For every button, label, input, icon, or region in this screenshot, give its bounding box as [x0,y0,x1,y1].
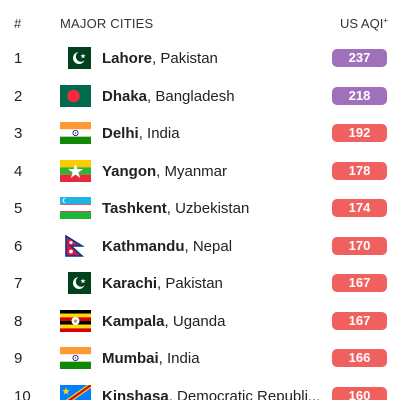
country-name: , India [138,125,180,142]
city-name: Yangon [102,162,157,180]
rank-number: 7 [14,275,23,292]
city-name: Mumbai [102,350,159,367]
city-row[interactable]: 3 Delhi, India 192 [0,115,400,153]
aqi-badge: 178 [332,161,387,180]
bangladesh-flag-icon [60,84,91,107]
country-name: , India [158,350,200,367]
rank-number: 4 [14,162,23,180]
nepal-flag-icon [60,234,91,257]
city-name: Dhaka [102,87,148,105]
city-label: Lahore, Pakistan [102,50,218,67]
city-label: Kathmandu, Nepal [102,238,232,255]
rank-number: 10 [14,387,31,400]
country-name: , Uganda [164,312,226,330]
country-name: , Pakistan [157,275,223,292]
rank-number: 6 [14,237,23,255]
rank-number: 1 [14,50,23,67]
uzbekistan-flag-icon [60,197,91,219]
city-label: Kinshasa, Democratic Republi... [102,388,320,400]
aqi-column-header-superscript: + [383,16,388,25]
aqi-badge: 166 [332,349,387,367]
india-flag-icon [60,347,91,369]
cities-column-header: MAJOR CITIES [60,16,154,31]
rank-number: 8 [14,312,23,330]
city-row[interactable]: 2 Dhaka, Bangladesh 218 [0,78,400,116]
city-row[interactable]: 10 Kinshasa, Democratic Republi... 160 [0,378,400,400]
aqi-column-header[interactable]: US AQI+ [340,16,388,31]
city-row[interactable]: 5 Tashkent, Uzbekistan 174 [0,190,400,228]
city-label: Mumbai, India [102,350,200,367]
city-label: Yangon, Myanmar [102,163,227,180]
city-row[interactable]: 1 Lahore, Pakistan 237 [0,40,400,78]
aqi-badge: 237 [332,49,387,67]
aqi-badge: 170 [332,236,387,255]
table-header: # MAJOR CITIES US AQI+ [0,0,400,40]
country-name: , Nepal [184,237,233,255]
city-row[interactable]: 7 Karachi, Pakistan 167 [0,265,400,303]
city-row[interactable]: 9 Mumbai, India 166 [0,340,400,378]
rank-number: 3 [14,125,23,142]
myanmar-flag-icon [60,159,91,182]
city-name: Tashkent [102,200,167,217]
country-name: , Bangladesh [147,87,235,105]
aqi-badge: 192 [332,124,387,142]
pakistan-flag-icon [60,47,91,69]
city-list: 1 Lahore, Pakistan 237 2 Dhaka, Banglade… [0,40,400,400]
aqi-column-header-label: US AQI [339,16,384,31]
rank-column-header: # [14,16,22,31]
rank-number: 9 [14,350,23,367]
aqi-badge: 160 [332,386,387,400]
city-name: Kathmandu [102,237,185,255]
city-label: Delhi, India [102,125,180,142]
city-name: Kinshasa [102,387,169,400]
city-name: Karachi [102,275,158,292]
city-row[interactable]: 6 Kathmandu, Nepal 170 [0,228,400,266]
country-name: , Myanmar [156,162,228,180]
city-name: Lahore [102,50,153,67]
aqi-badge: 218 [332,86,387,105]
city-label: Karachi, Pakistan [102,275,223,292]
rank-number: 2 [14,87,23,105]
city-row[interactable]: 4 Yangon, Myanmar 178 [0,153,400,191]
city-label: Tashkent, Uzbekistan [102,200,249,217]
pakistan-flag-icon [60,272,91,294]
aqi-badge: 167 [332,311,387,330]
aqi-badge: 167 [332,274,387,292]
city-row[interactable]: 8 Kampala, Uganda 167 [0,303,400,341]
india-flag-icon [60,122,91,144]
dr-congo-flag-icon [60,384,91,400]
aqi-badge: 174 [332,199,387,217]
uganda-flag-icon [60,309,91,332]
country-name: , Democratic Republi... [168,387,321,400]
country-name: , Pakistan [152,50,218,67]
rank-number: 5 [14,200,23,217]
city-name: Kampala [102,312,165,330]
city-label: Dhaka, Bangladesh [102,88,235,105]
city-label: Kampala, Uganda [102,313,225,330]
city-name: Delhi [102,125,139,142]
country-name: , Uzbekistan [166,200,250,217]
